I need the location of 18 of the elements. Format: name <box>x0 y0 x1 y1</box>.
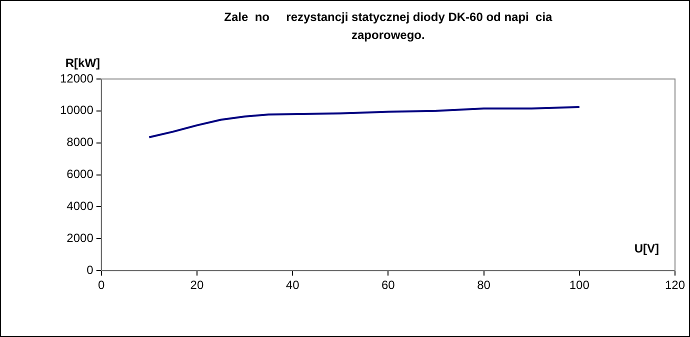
y-tick-label: 4000 <box>66 199 94 214</box>
x-tick-label: 120 <box>664 278 686 292</box>
text: zaporowego. <box>352 28 425 42</box>
x-tick-label: 100 <box>569 278 590 292</box>
y-tick-label: 6000 <box>66 167 94 182</box>
y-tick-label: 8000 <box>66 135 94 150</box>
y-tick-label: 10000 <box>60 103 94 118</box>
y-tick-label: 2000 <box>66 230 94 245</box>
x-tick-label: 20 <box>190 278 204 292</box>
x-axis-title: U[V] <box>634 242 659 256</box>
y-tick-label: 0 <box>86 262 94 277</box>
x-tick-label: 60 <box>382 278 396 292</box>
text: Zale no rezystancji statycznej diody DK-60 od napi cia <box>224 10 552 24</box>
y-axis-title: R[kW] <box>65 56 100 70</box>
x-tick-label: 80 <box>477 278 491 292</box>
y-tick-label: 12000 <box>60 71 94 86</box>
x-tick-label: 0 <box>98 278 106 292</box>
x-tick-label: 40 <box>286 278 300 292</box>
